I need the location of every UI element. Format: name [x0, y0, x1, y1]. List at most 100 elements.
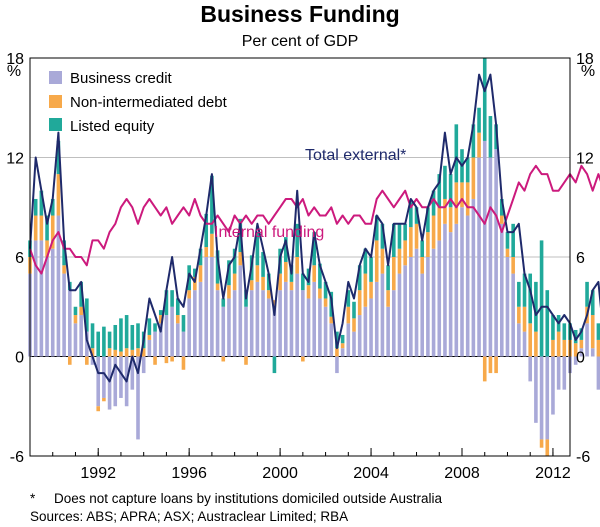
bar-equity: [585, 281, 589, 307]
bar-credit: [295, 273, 299, 357]
bar-equity: [283, 237, 288, 262]
bar-equity: [551, 315, 555, 340]
y-tick-right-18: 18: [576, 51, 594, 68]
bar-credit: [79, 315, 83, 357]
bar-equity: [119, 318, 123, 352]
bar-equity: [130, 324, 135, 350]
bar-credit: [244, 306, 248, 357]
bar-credit: [62, 273, 66, 357]
bar-credit: [482, 140, 487, 357]
bar-debt: [33, 215, 38, 241]
x-tick-2012: 2012: [535, 465, 571, 482]
bar-debt: [454, 182, 459, 224]
bar-credit: [414, 248, 419, 357]
bar-debt: [193, 276, 197, 291]
bar-credit: [409, 257, 413, 357]
bar-debt: [187, 290, 191, 299]
bar-equity: [261, 252, 265, 277]
bar-credit: [426, 257, 430, 357]
bar-credit: [130, 356, 135, 390]
bar-equity: [198, 248, 203, 266]
bar-debt: [221, 356, 226, 362]
bar-equity: [357, 265, 362, 291]
bar-credit: [391, 290, 396, 357]
bar-credit: [210, 257, 214, 357]
bar-debt: [357, 290, 362, 316]
chart-title: Business Funding: [200, 1, 399, 27]
bar-equity: [573, 329, 578, 344]
bar-debt: [278, 273, 282, 291]
bar-credit: [158, 323, 163, 357]
bar-debt: [590, 315, 595, 349]
bar-debt: [96, 406, 101, 412]
bar-debt: [210, 233, 214, 257]
bar-equity: [534, 281, 538, 332]
bar-credit: [323, 306, 328, 357]
bar-equity: [295, 223, 299, 257]
bar-credit: [335, 356, 339, 374]
bar-credit: [107, 356, 112, 410]
bar-debt: [539, 439, 544, 448]
bar-debt: [90, 348, 95, 357]
bar-debt: [312, 265, 317, 282]
bar-credit: [261, 290, 265, 357]
bar-credit: [579, 348, 584, 357]
bar-debt: [85, 356, 89, 365]
bar-equity: [352, 301, 356, 319]
bar-debt: [295, 257, 299, 274]
bar-equity: [471, 124, 476, 158]
bar-debt: [391, 257, 396, 291]
bar-debt: [460, 182, 464, 208]
bar-credit: [227, 298, 231, 357]
bar-credit: [477, 157, 481, 357]
x-tick-1992: 1992: [80, 465, 116, 482]
bar-credit: [283, 281, 288, 357]
bar-credit: [505, 257, 510, 357]
bar-debt: [79, 306, 83, 316]
bar-credit: [73, 323, 78, 357]
bar-debt: [443, 198, 447, 224]
bar-debt: [352, 318, 356, 332]
bar-credit: [380, 273, 385, 357]
bar-debt: [420, 257, 425, 274]
bar-equity: [181, 315, 186, 332]
legend-swatch-listed-equity: [49, 118, 62, 131]
bar-equity: [266, 273, 271, 291]
bar-debt: [403, 240, 407, 266]
bar-debt: [158, 315, 163, 324]
bar-credit: [590, 348, 595, 357]
bar-equity: [39, 190, 44, 216]
bar-credit: [119, 356, 123, 398]
bar-equity: [522, 273, 527, 307]
bar-equity: [482, 58, 487, 141]
bar-equity: [596, 323, 600, 340]
bar-credit: [90, 356, 95, 365]
axes: [29, 57, 571, 457]
bar-debt: [181, 356, 186, 370]
bar-equity: [96, 331, 101, 357]
bar-equity: [79, 281, 83, 307]
bar-equity: [391, 223, 396, 257]
bar-credit: [306, 298, 311, 357]
bar-credit: [193, 290, 197, 357]
bar-equity: [215, 250, 220, 284]
bar-credit: [329, 323, 334, 357]
bar-equity: [545, 290, 550, 357]
legend: Business credit Non-intermediated debt L…: [49, 70, 228, 135]
legend-label-business-credit: Business credit: [70, 70, 173, 87]
bar-debt: [232, 273, 237, 291]
bar-credit: [556, 356, 561, 390]
bar-credit: [85, 331, 89, 357]
bar-debt: [318, 288, 322, 299]
bar-credit: [289, 290, 294, 357]
right-axis-unit: %: [581, 63, 595, 80]
bar-equity: [301, 273, 305, 291]
bar-equity: [511, 223, 515, 257]
y-tick-right-6: 6: [576, 250, 585, 267]
bar-equity: [158, 310, 163, 316]
bar-credit: [238, 265, 243, 357]
bar-debt: [346, 306, 351, 324]
bar-debt: [499, 215, 504, 224]
bar-equity: [33, 198, 38, 216]
tick-labels: -6 -6 0 0 6 6 12 12 18 18 1992 1996 2000 2004 2008 2012: [6, 51, 594, 482]
